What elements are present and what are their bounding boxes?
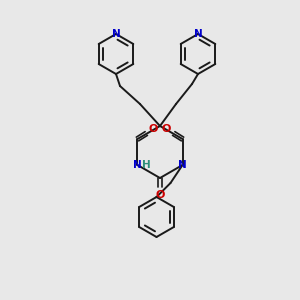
Text: N: N <box>194 29 202 39</box>
Text: N: N <box>178 160 187 170</box>
Text: O: O <box>162 124 171 134</box>
Text: O: O <box>155 190 165 200</box>
Text: H: H <box>142 160 151 170</box>
Text: N: N <box>112 29 120 39</box>
Text: O: O <box>149 124 158 134</box>
Text: N: N <box>133 160 142 170</box>
